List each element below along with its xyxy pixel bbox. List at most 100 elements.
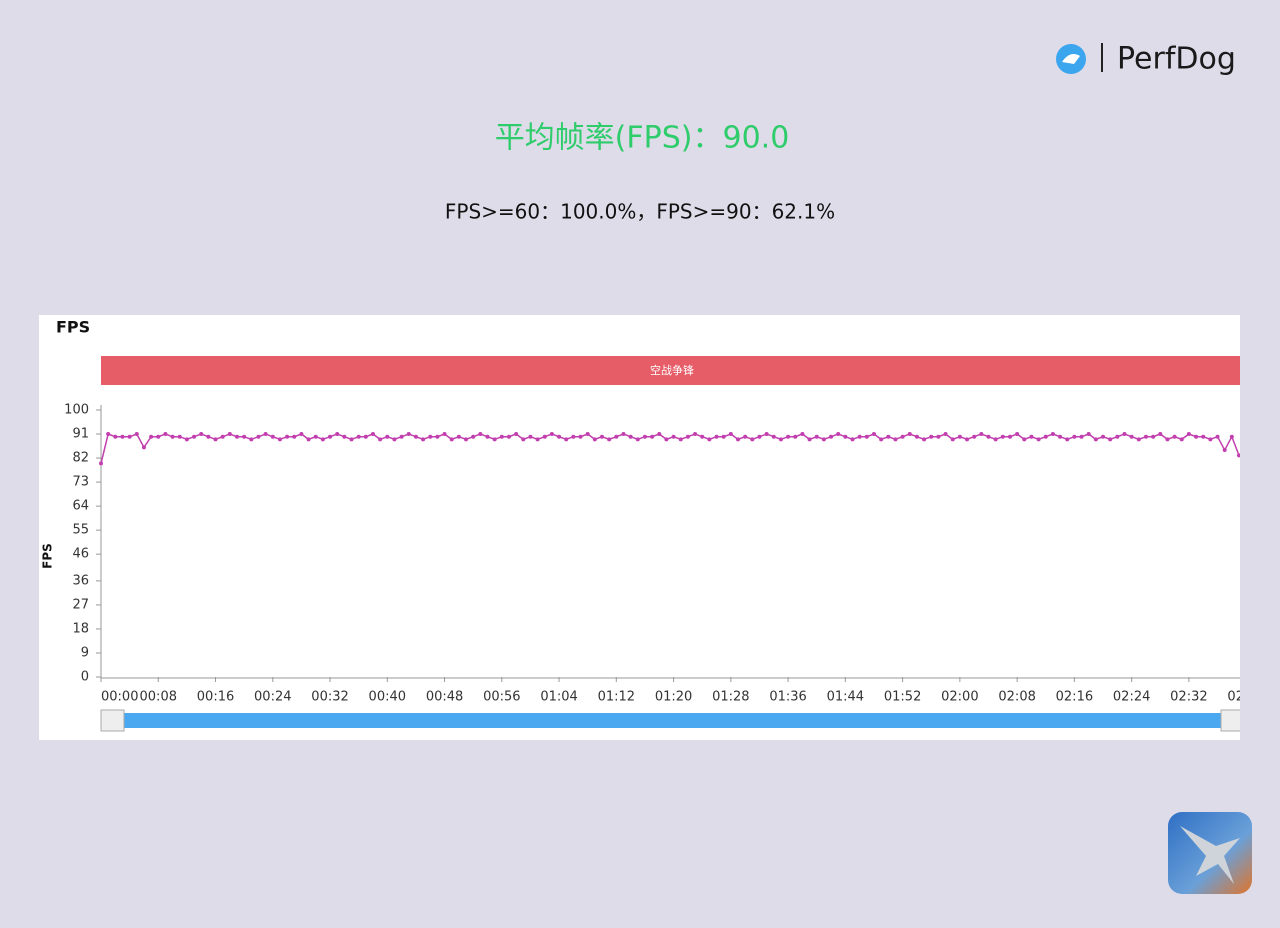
point [1015,432,1020,437]
y-axis-label: FPS [41,543,55,569]
app-icon-jet [1180,826,1240,884]
x-tick-label: 02:16 [1056,690,1093,705]
x-tick-label: 01:28 [712,690,749,705]
point [1029,434,1034,439]
x-tick-label: 00:56 [483,690,520,705]
point [1000,434,1005,439]
x-tick-label: 01:20 [655,690,692,705]
point [277,437,282,442]
point [499,434,504,439]
point [320,437,325,442]
x-tick-label: 00:16 [197,690,234,705]
point [206,434,211,439]
point [600,434,605,439]
point [778,437,783,442]
point [1208,437,1213,442]
point [800,432,805,437]
point [485,434,490,439]
point [421,437,426,442]
point [929,434,934,439]
point [721,434,726,439]
point [464,437,469,442]
point [557,434,562,439]
point [528,434,533,439]
point [743,434,748,439]
point [564,437,569,442]
point [993,437,998,442]
point [313,434,318,439]
point [99,461,103,466]
point [936,434,941,439]
point [328,434,333,439]
point [227,432,232,437]
point [349,437,354,442]
slider-handle-left[interactable] [100,709,125,732]
point [621,432,626,437]
point [156,434,161,439]
point [664,437,669,442]
point [1022,437,1027,442]
x-tick-label: 02:00 [941,690,978,705]
point [893,437,898,442]
brand: PerfDog [1117,42,1236,77]
point [979,432,984,437]
point [950,437,955,442]
point [406,432,411,437]
stats: FPS>=60：100.0%，FPS>=90：62.1% [445,200,835,224]
point [864,434,869,439]
point [1072,434,1077,439]
point [592,437,597,442]
x-tick-label: 02:40 [1227,690,1264,705]
point [671,434,676,439]
point [1186,432,1191,437]
point [1043,434,1048,439]
y-tick-label: 64 [72,499,89,514]
point [1237,453,1240,458]
point [965,437,970,442]
point [879,437,884,442]
x-tick-label: 02:08 [998,690,1035,705]
point [578,434,583,439]
slider-handle-right[interactable] [1220,709,1244,732]
headline: 平均帧率(FPS)：90.0 [495,121,790,156]
point [1058,434,1063,439]
point [642,434,647,439]
point [299,432,304,437]
point [1108,437,1113,442]
point [542,434,547,439]
point [120,434,125,439]
x-tick-label: 01:04 [540,690,577,705]
point [256,434,261,439]
point [1115,434,1120,439]
point [370,432,375,437]
point [1215,434,1220,439]
point [829,434,834,439]
point [843,434,848,439]
point [1136,437,1141,442]
banner [101,356,1240,385]
point [184,437,189,442]
point [292,434,297,439]
point [177,434,182,439]
point [535,437,540,442]
point [1050,432,1055,437]
zoom-slider[interactable] [101,713,1240,728]
point [764,432,769,437]
point [607,437,612,442]
point [700,434,705,439]
chart-title: FPS [56,318,90,337]
point [342,434,347,439]
point [678,437,683,442]
point [1086,432,1091,437]
point [786,434,791,439]
y-tick-label: 91 [72,427,89,442]
point [850,437,855,442]
point [127,434,132,439]
y-tick-label: 73 [72,475,89,490]
x-tick-label: 00:08 [140,690,177,705]
point [242,434,247,439]
point [657,432,662,437]
point [972,434,977,439]
point [263,432,268,437]
point [836,432,841,437]
